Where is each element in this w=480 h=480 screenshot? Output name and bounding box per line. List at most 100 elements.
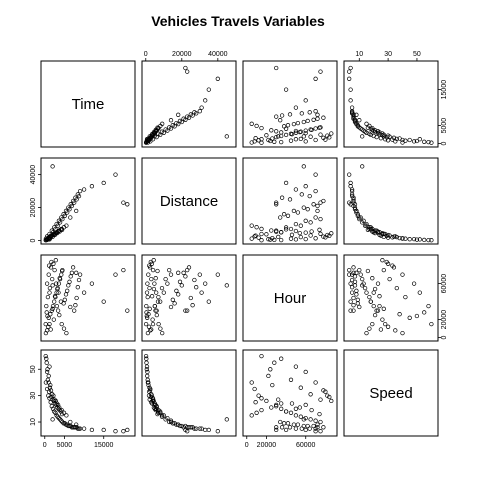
data-point [403, 294, 408, 300]
data-point [185, 69, 190, 74]
data-point [176, 112, 181, 117]
data-point [360, 283, 365, 288]
data-point [76, 277, 82, 283]
data-point [50, 283, 55, 288]
data-point [174, 288, 179, 293]
panel-hour-vs-time [40, 254, 136, 342]
data-point [52, 294, 58, 299]
data-point [391, 265, 397, 270]
data-point [291, 208, 297, 214]
data-point [372, 128, 378, 133]
data-point [274, 425, 279, 430]
data-point [325, 133, 330, 138]
panel-speed-vs-distance [141, 349, 237, 437]
data-point [303, 218, 308, 223]
data-point [43, 238, 48, 243]
data-point [371, 290, 376, 295]
data-point [375, 308, 381, 313]
data-point [249, 380, 254, 385]
data-point [276, 397, 281, 402]
data-point [52, 267, 57, 273]
data-point [303, 427, 308, 433]
data-point [429, 140, 434, 145]
data-point [72, 425, 77, 430]
data-point [89, 281, 95, 286]
data-point [360, 134, 365, 139]
data-point [158, 326, 163, 331]
data-point [357, 118, 362, 123]
data-point [101, 427, 106, 433]
data-point [381, 306, 386, 311]
x-tick-label: 30 [384, 51, 392, 58]
chart-title: Vehicles Travels Variables [151, 13, 325, 29]
data-point [47, 364, 52, 369]
data-point [188, 295, 193, 301]
data-point [417, 237, 422, 242]
data-point [147, 385, 152, 390]
data-point [380, 231, 385, 236]
data-point [318, 419, 323, 425]
data-point [403, 138, 408, 143]
data-point [144, 356, 149, 361]
data-point [253, 400, 258, 405]
data-point [206, 427, 211, 433]
data-point [278, 419, 283, 425]
x-tick-label: 5000 [57, 442, 73, 449]
x-tick-label: 0 [144, 51, 148, 58]
data-point [81, 426, 87, 431]
data-point [347, 172, 352, 177]
data-point [348, 281, 353, 286]
variable-label-hour: Hour [274, 290, 307, 307]
data-point [354, 112, 359, 117]
data-point [53, 398, 58, 404]
data-point [313, 236, 318, 241]
data-point [149, 276, 154, 282]
data-point [283, 87, 289, 92]
data-point [360, 276, 365, 282]
data-point [274, 200, 279, 205]
data-point [197, 426, 202, 431]
data-point [55, 402, 61, 408]
data-point [152, 281, 157, 286]
data-point [254, 225, 259, 230]
data-point [67, 279, 72, 284]
data-point [372, 312, 378, 318]
data-point [252, 234, 257, 239]
data-point [380, 317, 385, 322]
data-point [281, 212, 287, 217]
panel-distance-vs-speed [343, 157, 439, 245]
data-point [349, 193, 355, 199]
y-tick-label: 5000 [441, 118, 448, 134]
data-point [153, 276, 158, 281]
data-point [266, 237, 271, 242]
data-point [249, 236, 254, 241]
data-point [279, 113, 285, 118]
data-point [264, 232, 269, 237]
data-point [281, 124, 287, 129]
data-point [56, 415, 62, 421]
data-point [74, 270, 79, 275]
data-point [315, 112, 320, 117]
data-point [321, 234, 326, 239]
data-point [146, 382, 151, 388]
data-point [167, 419, 172, 425]
data-point [351, 308, 356, 313]
data-point [199, 426, 204, 431]
data-point [145, 377, 150, 382]
data-point [59, 321, 64, 327]
data-point [385, 232, 391, 238]
panels-group: Time Distance Hour Speed 0 20000 40000 10 30 50 0 5… [30, 51, 448, 449]
data-point [315, 208, 320, 214]
x-tick-label: 15000 [94, 442, 114, 449]
data-point [159, 129, 165, 134]
data-point [272, 237, 277, 243]
data-point [374, 308, 379, 313]
data-point [249, 223, 254, 228]
data-point [303, 230, 308, 235]
data-point [264, 133, 269, 138]
data-point [199, 290, 204, 295]
data-point [426, 303, 431, 309]
data-point [64, 330, 69, 336]
data-point [75, 285, 80, 290]
data-point [365, 268, 371, 274]
